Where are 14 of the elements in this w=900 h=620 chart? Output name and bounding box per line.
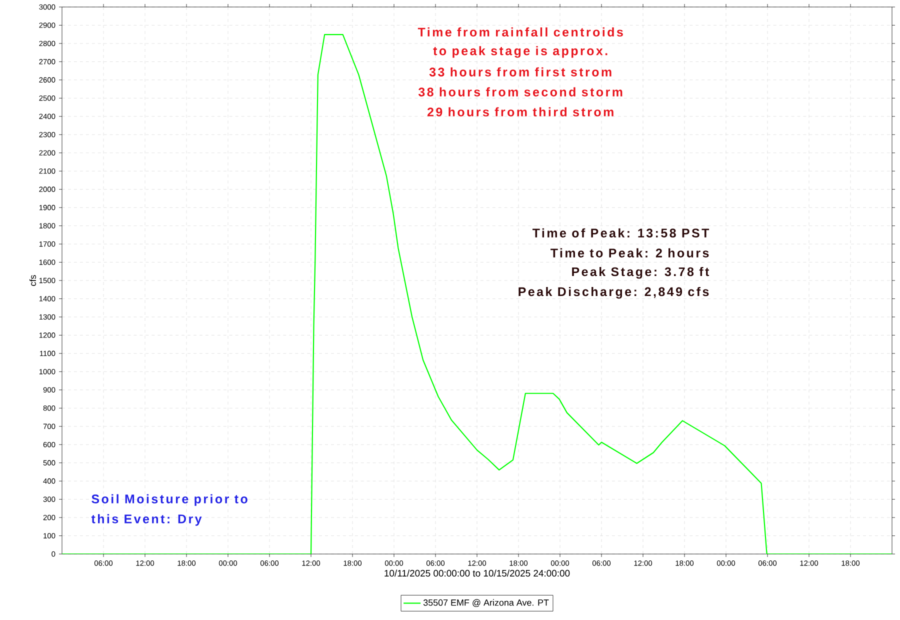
y-axis-title: cfs bbox=[29, 275, 36, 286]
annotation: Peak Stage: 3.78 ft bbox=[572, 267, 710, 279]
annotation: 38 hours from second storm bbox=[418, 87, 622, 96]
annotation: 29 hours from third strom bbox=[427, 107, 614, 116]
x-axis-title: 10/11/2025 00:00:00 to 10/15/2025 24:00:00 bbox=[384, 570, 570, 577]
annotation: 33 hours from first strom bbox=[429, 67, 612, 76]
annotation: to peak stage is approx. bbox=[433, 46, 608, 58]
annotation: Soil Moisture prior to bbox=[92, 494, 248, 506]
annotation: this Event: Dry bbox=[91, 514, 202, 526]
legend-label: 35507 EMF @ Arizona Ave. PT bbox=[423, 599, 549, 607]
annotation: Time to Peak: 2 hours bbox=[550, 248, 709, 258]
annotation: Peak Discharge: 2,849 cfs bbox=[518, 286, 709, 299]
annotation: Time from rainfall centroids bbox=[418, 27, 623, 37]
annotation: Time of Peak: 13:58 PST bbox=[532, 228, 710, 238]
